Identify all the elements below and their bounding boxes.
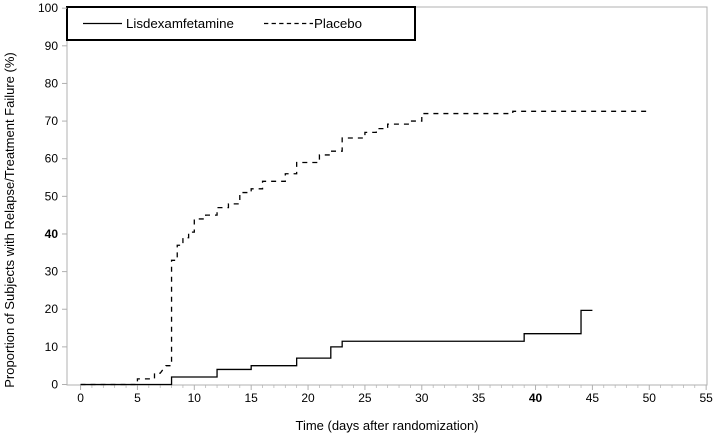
svg-text:20: 20: [301, 391, 315, 405]
svg-text:25: 25: [358, 391, 372, 405]
svg-text:50: 50: [643, 391, 657, 405]
svg-text:70: 70: [45, 114, 59, 128]
svg-text:45: 45: [586, 391, 600, 405]
svg-text:30: 30: [415, 391, 429, 405]
svg-text:35: 35: [472, 391, 486, 405]
svg-text:60: 60: [45, 152, 59, 166]
svg-text:Lisdexamfetamine: Lisdexamfetamine: [126, 16, 234, 31]
svg-text:0: 0: [77, 391, 84, 405]
svg-text:80: 80: [45, 76, 59, 90]
svg-text:10: 10: [188, 391, 202, 405]
svg-text:Time (days after randomization: Time (days after randomization): [295, 418, 478, 433]
svg-text:30: 30: [45, 265, 59, 279]
svg-text:Proportion of Subjects with Re: Proportion of Subjects with Relapse/Trea…: [2, 52, 17, 388]
svg-text:90: 90: [45, 39, 59, 53]
svg-text:20: 20: [45, 302, 59, 316]
svg-text:15: 15: [245, 391, 259, 405]
svg-text:0: 0: [51, 378, 58, 392]
svg-text:40: 40: [529, 391, 543, 405]
svg-text:5: 5: [134, 391, 141, 405]
svg-text:100: 100: [38, 1, 58, 15]
svg-text:40: 40: [45, 227, 59, 241]
svg-text:10: 10: [45, 340, 59, 354]
svg-text:50: 50: [45, 189, 59, 203]
svg-text:Placebo: Placebo: [314, 16, 362, 31]
svg-text:55: 55: [699, 391, 713, 405]
